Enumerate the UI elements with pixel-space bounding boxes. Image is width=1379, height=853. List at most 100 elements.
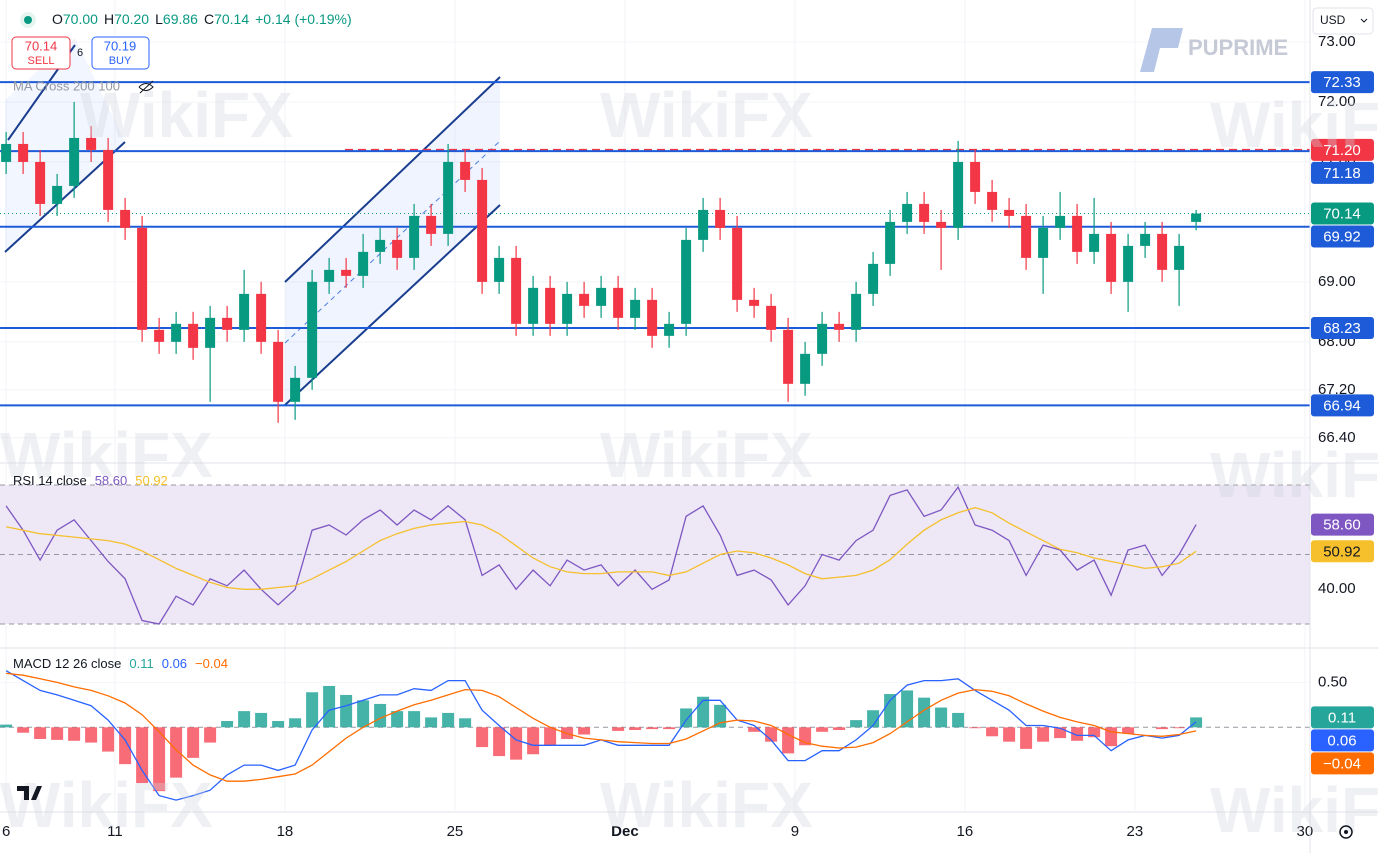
price-tag	[1311, 706, 1374, 729]
candle-body	[562, 293, 573, 324]
price-tag	[1311, 513, 1374, 536]
candle-body	[18, 143, 29, 162]
ohlc-legend: O70.00 H70.20 L69.86 C70.14 +0.14 (+0.19%)	[52, 11, 352, 27]
candle-body	[426, 215, 437, 234]
ohlc-change: +0.14 (+0.19%)	[255, 11, 352, 27]
histogram-bar	[51, 727, 64, 740]
histogram-bar	[1088, 727, 1101, 738]
sell-label: SELL	[28, 55, 55, 67]
candle-body	[358, 251, 369, 276]
watermark: WikiFX	[80, 79, 293, 151]
histogram-bar	[867, 710, 880, 728]
candle-body	[120, 209, 131, 228]
settings-icon[interactable]	[1339, 825, 1353, 839]
price-tag-label: 69.92	[1323, 228, 1361, 245]
channel-fill	[5, 38, 125, 252]
legend-value: 0.06	[162, 656, 187, 671]
legend-value: −0.04	[195, 656, 228, 671]
x-tick-label: 11	[107, 823, 123, 840]
x-tick-label: 18	[277, 823, 294, 840]
channel-line	[284, 76, 501, 283]
layer-over: 6 11 18 25 Dec 9 16 23 3073.0072.0071.0069.0068.…	[0, 33, 1374, 840]
candle-body	[885, 221, 896, 264]
price-tag-label: 70.14	[1323, 205, 1361, 222]
histogram-bar	[0, 724, 13, 728]
buy-price: 70.19	[104, 38, 137, 53]
candle-body	[681, 239, 692, 324]
legend-value: 0.11	[129, 656, 153, 671]
histogram-bar	[289, 718, 302, 728]
histogram-bar	[442, 712, 455, 728]
candle-body	[375, 239, 386, 252]
histogram-bar	[1003, 727, 1016, 742]
x-tick-label: Dec	[611, 823, 639, 840]
histogram-bar	[1020, 727, 1033, 749]
hide-icon[interactable]	[138, 80, 154, 94]
price-tag-label: 72.33	[1323, 74, 1361, 91]
price-tag-label: 0.06	[1327, 732, 1356, 749]
candle-body	[256, 293, 267, 342]
chevron	[1360, 18, 1368, 23]
candle-body	[732, 227, 743, 300]
indicator-label: MA Cross 200 100	[13, 78, 120, 93]
candle-body	[664, 323, 675, 336]
price-tag-label: −0.04	[1323, 755, 1361, 772]
candle-body	[137, 227, 148, 330]
candle-body	[1089, 233, 1100, 252]
price-tag-label: 0.11	[1328, 709, 1356, 726]
histogram-bar	[969, 727, 982, 729]
buy-label: BUY	[109, 55, 132, 67]
histogram-bar	[510, 727, 523, 760]
candle-body	[341, 269, 352, 276]
candle-body	[1174, 245, 1185, 270]
price-tag-label: 71.18	[1323, 165, 1361, 182]
histogram-bar	[952, 712, 965, 728]
series-line	[5, 506, 1197, 590]
histogram-bar	[1037, 727, 1050, 742]
watermark: WikiFX	[600, 79, 813, 151]
candle-body	[630, 299, 641, 318]
candle-body	[783, 329, 794, 384]
candle-body	[834, 323, 845, 330]
histogram-bar	[323, 685, 336, 728]
histogram-bar	[476, 727, 489, 748]
candle-body	[817, 323, 828, 354]
y-tick-label: 40.00	[1318, 580, 1356, 597]
histogram-bar	[1071, 727, 1084, 741]
histogram-bar	[1054, 727, 1067, 739]
candle-body	[1004, 209, 1015, 216]
price-tag	[1311, 202, 1374, 225]
candle-body	[953, 161, 964, 228]
histogram-bar	[102, 727, 115, 752]
candle-body	[205, 317, 216, 348]
histogram-bar	[1122, 727, 1135, 734]
candle-body	[392, 239, 403, 258]
brand-name: PUPRIME	[1188, 35, 1288, 60]
price-tag	[1311, 317, 1374, 340]
currency-select[interactable]	[1312, 7, 1374, 35]
histogram-bar	[816, 727, 829, 732]
histogram-bar	[204, 727, 217, 743]
candle-body	[273, 341, 284, 402]
watermark: WikiFX	[0, 419, 213, 491]
histogram-bar	[612, 727, 625, 731]
histogram-bar	[714, 704, 727, 728]
series-line	[6, 672, 1197, 782]
histogram-bar	[1156, 727, 1169, 730]
candle-body	[1072, 215, 1083, 252]
candle-body	[1191, 213, 1202, 222]
candle-body	[1140, 233, 1151, 246]
candle-body	[86, 137, 97, 150]
sell-button[interactable]	[11, 36, 71, 70]
candle-body	[1055, 215, 1066, 228]
ohlc-key: C	[204, 11, 214, 27]
candle-body	[290, 377, 301, 402]
histogram-bar	[493, 727, 506, 757]
candle-body	[443, 161, 454, 234]
histogram-bar	[901, 690, 914, 728]
buy-button[interactable]	[91, 36, 150, 70]
candle-body	[528, 287, 539, 324]
candle-body	[188, 323, 199, 348]
x-tick-label: 25	[447, 823, 464, 840]
